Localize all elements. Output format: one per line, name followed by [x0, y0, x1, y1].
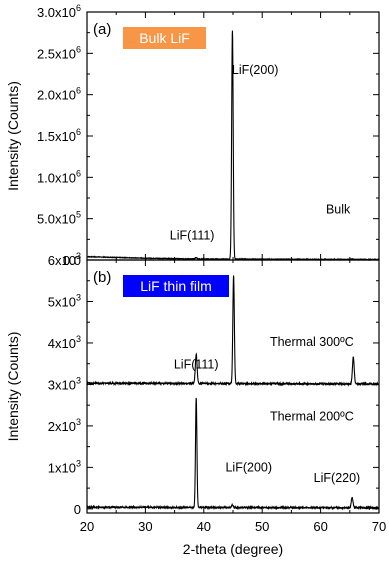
panel-label: (b): [93, 269, 111, 286]
x-tick-label: 60: [313, 519, 327, 534]
y-tick-label: 4x103: [48, 334, 81, 351]
y-tick-label: 3.0x106: [37, 3, 81, 20]
y-tick-label: 5x103: [48, 292, 81, 309]
y-axis-label: Intensity (Counts): [5, 332, 21, 442]
annotation: LiF(111): [174, 358, 219, 372]
x-tick-label: 20: [80, 519, 94, 534]
annotation: LiF(200): [232, 63, 279, 77]
y-tick-label: 1x103: [48, 458, 81, 475]
y-tick-label: 5.0x105: [37, 210, 81, 227]
x-axis-label: 2-theta (degree): [183, 541, 283, 557]
annotation: LiF(200): [225, 461, 272, 475]
series-line-1: [86, 397, 380, 511]
x-tick-label: 50: [255, 519, 269, 534]
badge-box: [123, 27, 206, 49]
y-tick-label: 2.5x106: [37, 44, 81, 61]
panel-a: 0.0 5.0x105 1.0x106 1.5x106 2.0x106 2.5x106 3.…: [5, 3, 380, 268]
y-tick-label: 2x103: [48, 417, 81, 434]
y-tick-label: 0: [74, 502, 81, 517]
annotation: Thermal 300ºC: [270, 335, 354, 349]
annotation: Thermal 200ºC: [270, 410, 354, 424]
x-tick-label: 40: [197, 519, 211, 534]
series-line-0: [86, 275, 380, 387]
badge-label: Bulk LiF: [139, 30, 190, 46]
y-tick-label: 1.0x106: [37, 168, 81, 185]
y-tick-label: 6x103: [48, 251, 81, 268]
y-tick-label: 2.0x106: [37, 86, 81, 103]
x-tick-label: 70: [372, 519, 386, 534]
y-tick-label: 1.5x106: [37, 127, 81, 144]
y-tick-label: 3x103: [48, 375, 81, 392]
panel-b: 0 1x103 2x103 3x103 4x103 5x103 6x103 20 30 40 50 6…: [5, 251, 386, 557]
x-tick-label: 30: [138, 519, 152, 534]
annotation: Bulk: [326, 203, 351, 217]
y-axis-label: Intensity (Counts): [5, 81, 21, 191]
badge-label: LiF thin film: [140, 278, 212, 294]
annotation: LiF(220): [314, 471, 361, 485]
badge-box: [123, 275, 229, 297]
y-tick-label: 0.0: [63, 253, 81, 268]
panel-label: (a): [93, 21, 111, 38]
annotation: LiF(111): [170, 228, 215, 242]
